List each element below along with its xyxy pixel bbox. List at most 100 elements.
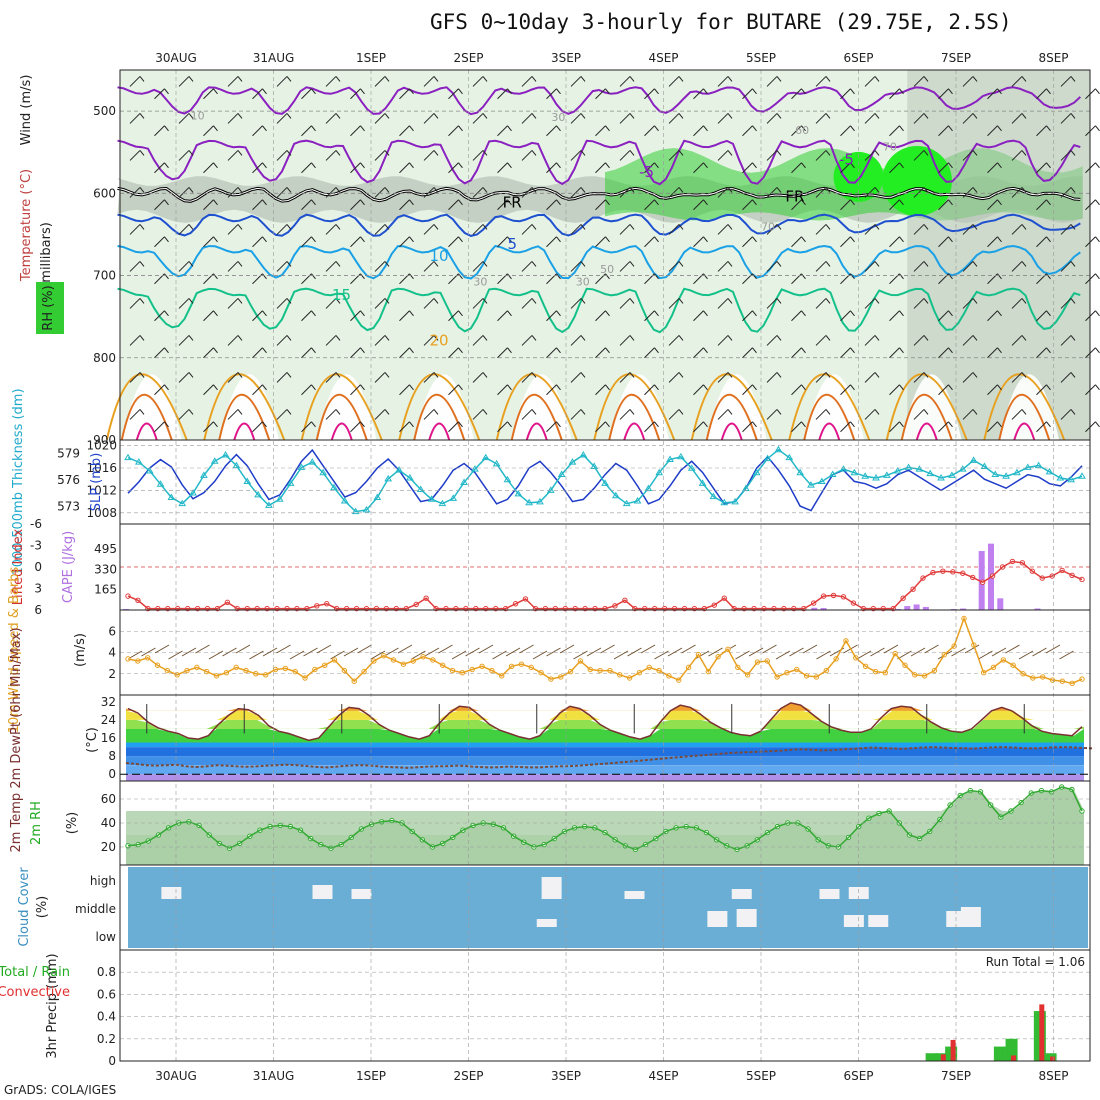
wind-barb-flag — [727, 113, 733, 119]
wind-barb — [546, 236, 557, 248]
surface-wind-barb — [559, 644, 575, 654]
date-label-top: 2SEP — [453, 51, 483, 65]
wind-barb — [227, 261, 239, 272]
wind-barb — [570, 409, 582, 420]
wind-barb-flag — [213, 88, 218, 95]
wind-barb-flag — [1021, 335, 1027, 341]
wind-barb — [815, 187, 827, 198]
wind-barb — [472, 298, 484, 309]
wind-barb — [350, 236, 361, 248]
wind-barb-flag — [923, 335, 929, 341]
wind-barb-flag — [139, 409, 145, 415]
wind-barb — [962, 224, 974, 235]
wind-barb-flag — [556, 384, 561, 391]
wind-barb-flag — [433, 372, 439, 378]
wind-barb — [693, 162, 704, 174]
wind-barb-flag — [360, 88, 365, 95]
wind-barb-flag — [188, 298, 194, 304]
wind-barb — [864, 261, 876, 272]
wind-barb-flag — [139, 224, 145, 230]
thickness-series-point — [189, 489, 197, 496]
wind-barb-flag — [433, 113, 439, 119]
cape-tick: 495 — [94, 542, 117, 556]
wind-barb-flag — [433, 409, 439, 415]
wind-barb — [325, 113, 337, 124]
thickness-series-point — [774, 445, 783, 453]
wind-barb — [766, 224, 778, 235]
wind-barb-flag — [654, 236, 659, 243]
wind-barb — [276, 372, 288, 383]
precip-convective-bar — [1050, 1056, 1056, 1061]
wind-barb — [203, 384, 214, 396]
wind-barb-flag — [972, 76, 978, 82]
date-label-bottom: 7SEP — [941, 1069, 971, 1083]
wind-barb-flag — [409, 273, 414, 280]
wind-barb-flag — [311, 273, 316, 280]
wind-barb — [619, 113, 631, 124]
wind-barb — [227, 372, 239, 383]
wind-barb-flag — [850, 88, 855, 95]
wind-barb — [546, 421, 557, 433]
thickness-series-point — [243, 477, 252, 485]
wind-barb-flag — [1046, 310, 1051, 317]
cape-bar — [904, 606, 911, 610]
wind-barb-flag — [311, 384, 316, 391]
isotherm-25 — [705, 393, 758, 441]
wind-barb — [864, 113, 876, 124]
surface-wind-barb — [1005, 644, 1020, 654]
wind-barb-flag — [188, 261, 194, 267]
wind-barb-flag — [923, 372, 929, 378]
wind-barb-flag — [458, 125, 463, 132]
rh-fill-band — [126, 787, 1084, 865]
wind-barb — [570, 150, 582, 161]
date-label-bottom: 30AUG — [155, 1069, 197, 1083]
wind-barb — [570, 187, 582, 198]
rh-tick: 40 — [101, 816, 116, 830]
wind-barb — [374, 187, 386, 198]
wind-barb — [913, 150, 925, 161]
wind-barb-flag — [776, 113, 782, 119]
wind-barb — [472, 150, 484, 161]
contour-label: 70 — [761, 220, 775, 233]
wind-barb-flag — [507, 273, 512, 280]
wind-barb — [840, 384, 851, 396]
wind-barb-flag — [752, 421, 757, 428]
wind-barb — [1060, 261, 1072, 272]
wind-barb-flag — [360, 199, 365, 206]
isotherm-5 — [117, 213, 1081, 237]
wind-barb — [889, 199, 900, 211]
wind-barb — [595, 199, 606, 211]
wind-barb — [227, 76, 239, 87]
upper-air-units-label: (millibars) — [39, 222, 54, 288]
wind-barb — [472, 113, 484, 124]
surface-wind-barb — [951, 647, 966, 657]
wind-barb-flag — [923, 224, 929, 230]
wind-barb-flag — [1095, 125, 1100, 132]
wind-barb-flag — [360, 310, 365, 317]
thickness-series-point — [167, 493, 176, 500]
wind-barb-flag — [825, 409, 831, 415]
wind-barb-flag — [335, 113, 341, 119]
wind-barb — [693, 88, 704, 100]
thickness-series-point — [286, 479, 295, 486]
wind-barb-flag — [776, 372, 782, 378]
wind-barb — [301, 88, 312, 100]
surface-wind-barb — [384, 647, 399, 657]
thickness-tick: 576 — [57, 473, 80, 487]
wind-barb — [521, 187, 533, 198]
wind-barb-flag — [139, 150, 145, 156]
wind-barb — [717, 76, 729, 87]
wind-barb-flag — [605, 273, 610, 280]
wind-barb — [1060, 409, 1072, 420]
wind-barb-flag — [997, 199, 1002, 206]
wind-barb-flag — [409, 310, 414, 317]
wind-barb-flag — [923, 298, 929, 304]
wind-barb — [668, 76, 680, 87]
wind-barb-flag — [1095, 162, 1100, 169]
wind-barb-flag — [188, 76, 194, 82]
surface-wind-barb — [667, 647, 683, 657]
wind-barb-flag — [1021, 372, 1027, 378]
wind-barb-flag — [237, 261, 243, 267]
wind-barb — [154, 88, 165, 100]
precip-convective-bar — [1011, 1055, 1017, 1061]
